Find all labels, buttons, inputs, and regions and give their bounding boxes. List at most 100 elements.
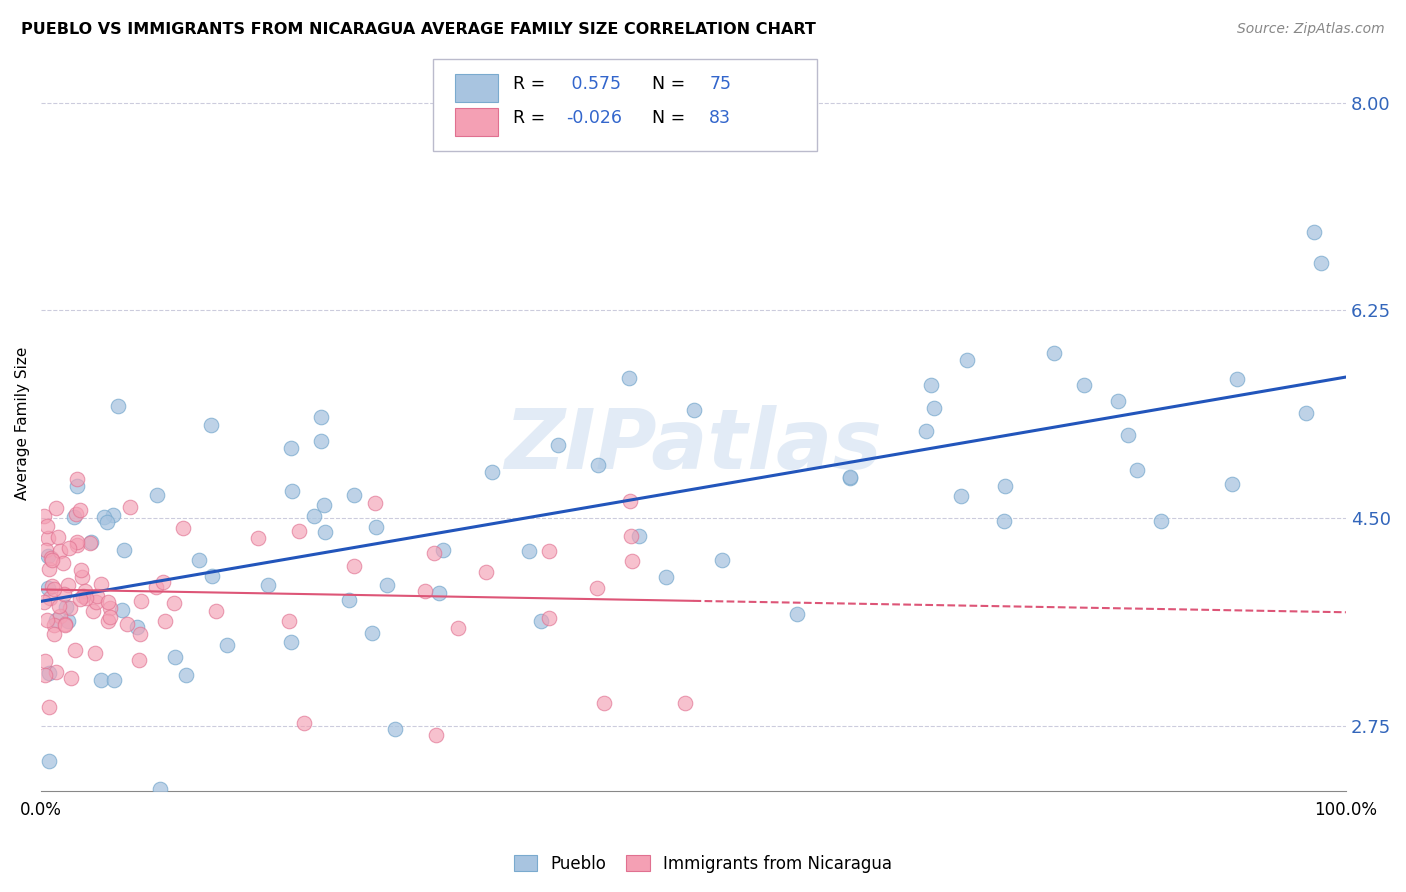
Point: [58, 614, 80, 628]
Point: [73, 584, 96, 599]
Point: [425, 728, 447, 742]
Point: [37, 531, 59, 545]
Point: [201, 569, 224, 583]
Point: [247, 531, 270, 545]
Point: [37, 549, 59, 564]
Point: [309, 409, 332, 424]
Point: [37, 613, 59, 627]
Point: [34, 668, 56, 682]
Point: [627, 529, 650, 543]
Point: [1149, 514, 1171, 528]
Text: 0.575: 0.575: [565, 75, 620, 93]
Point: [153, 614, 176, 628]
Point: [215, 638, 238, 652]
Point: [55, 599, 77, 614]
Point: [205, 604, 228, 618]
FancyBboxPatch shape: [454, 73, 498, 102]
Point: [1126, 463, 1149, 477]
Point: [112, 542, 135, 557]
Point: [72, 589, 94, 603]
Point: [38, 699, 60, 714]
Point: [53, 616, 76, 631]
Point: [49, 543, 72, 558]
Point: [97, 614, 120, 628]
Point: [1073, 378, 1095, 392]
Point: [103, 673, 125, 687]
Text: ZIPatlas: ZIPatlas: [505, 405, 883, 486]
Point: [42, 617, 65, 632]
Point: [165, 649, 187, 664]
Point: [60, 671, 83, 685]
Text: R =: R =: [513, 110, 551, 128]
Point: [90, 577, 112, 591]
Point: [48, 599, 70, 614]
Point: [838, 470, 860, 484]
Point: [530, 614, 553, 628]
Point: [98, 601, 121, 615]
Point: [65, 534, 87, 549]
Point: [375, 578, 398, 592]
Point: [41, 579, 63, 593]
Point: [924, 401, 946, 415]
Point: [75, 591, 97, 606]
Point: [118, 500, 141, 515]
Point: [619, 371, 641, 385]
Point: [537, 611, 560, 625]
Point: [257, 578, 280, 592]
FancyBboxPatch shape: [454, 108, 498, 136]
Point: [364, 520, 387, 534]
Point: [44, 627, 66, 641]
Point: [547, 437, 569, 451]
Point: [1226, 372, 1249, 386]
Point: [993, 479, 1015, 493]
Point: [82, 604, 104, 618]
Point: [34, 543, 56, 558]
Point: [592, 696, 614, 710]
Point: [84, 595, 107, 609]
Point: [32, 595, 55, 609]
Point: [97, 595, 120, 609]
Point: [62, 510, 84, 524]
Text: -0.026: -0.026: [565, 110, 621, 128]
Point: [45, 665, 67, 679]
Point: [288, 524, 311, 538]
Point: [125, 620, 148, 634]
Point: [98, 610, 121, 624]
Point: [65, 472, 87, 486]
Point: [53, 587, 76, 601]
Point: [44, 500, 66, 515]
Point: [314, 525, 336, 540]
Point: [949, 489, 972, 503]
Point: [588, 458, 610, 473]
Text: PUEBLO VS IMMIGRANTS FROM NICARAGUA AVERAGE FAMILY SIZE CORRELATION CHART: PUEBLO VS IMMIGRANTS FROM NICARAGUA AVER…: [21, 22, 815, 37]
Point: [446, 621, 468, 635]
Point: [1220, 476, 1243, 491]
Text: N =: N =: [641, 75, 692, 93]
Point: [152, 575, 174, 590]
Point: [413, 584, 436, 599]
Point: [174, 668, 197, 682]
Point: [1303, 225, 1326, 239]
Point: [45, 613, 67, 627]
Point: [1295, 407, 1317, 421]
Point: [343, 488, 366, 502]
Point: [86, 590, 108, 604]
Point: [46, 530, 69, 544]
Point: [655, 570, 678, 584]
Point: [32, 508, 55, 523]
Point: [79, 536, 101, 550]
Point: [163, 596, 186, 610]
Point: [39, 591, 62, 606]
Point: [1309, 255, 1331, 269]
Text: R =: R =: [513, 75, 551, 93]
Point: [38, 754, 60, 768]
Point: [280, 635, 302, 649]
Point: [59, 601, 82, 615]
Point: [90, 673, 112, 687]
Point: [915, 424, 938, 438]
Point: [1116, 428, 1139, 442]
Point: [41, 553, 63, 567]
Point: [96, 515, 118, 529]
Point: [586, 581, 609, 595]
Y-axis label: Average Family Size: Average Family Size: [15, 346, 30, 500]
